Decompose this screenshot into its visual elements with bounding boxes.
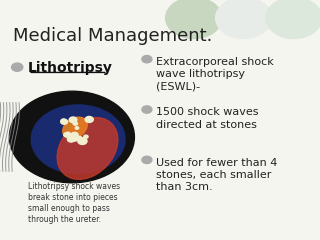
Circle shape <box>31 105 125 174</box>
Circle shape <box>69 117 77 123</box>
Circle shape <box>64 132 71 137</box>
Circle shape <box>85 116 93 122</box>
Circle shape <box>61 119 68 124</box>
Circle shape <box>61 119 66 122</box>
Circle shape <box>75 127 79 129</box>
Circle shape <box>78 138 87 144</box>
Circle shape <box>12 63 23 71</box>
Text: Medical Management.: Medical Management. <box>12 27 212 45</box>
Circle shape <box>78 136 81 139</box>
Text: Used for fewer than 4
stones, each smaller
than 3cm.: Used for fewer than 4 stones, each small… <box>156 158 278 192</box>
Text: Lithotripsy: Lithotripsy <box>28 61 113 75</box>
Circle shape <box>77 137 81 139</box>
Circle shape <box>216 0 272 39</box>
Ellipse shape <box>57 118 118 179</box>
Circle shape <box>68 137 75 142</box>
Circle shape <box>64 133 69 137</box>
Circle shape <box>71 132 78 138</box>
Circle shape <box>266 0 320 39</box>
Circle shape <box>142 106 152 113</box>
Ellipse shape <box>63 117 87 138</box>
Text: Extracorporeal shock
wave lithotripsy
(ESWL)-: Extracorporeal shock wave lithotripsy (E… <box>156 57 274 92</box>
Circle shape <box>142 156 152 163</box>
Circle shape <box>84 135 88 138</box>
Text: 1500 shock waves
directed at stones: 1500 shock waves directed at stones <box>156 107 259 130</box>
Circle shape <box>166 0 222 39</box>
Circle shape <box>9 91 134 183</box>
Text: Lithotripsy shock waves
break stone into pieces
small enough to pass
through the: Lithotripsy shock waves break stone into… <box>28 182 120 224</box>
Circle shape <box>73 122 77 125</box>
Circle shape <box>142 55 152 63</box>
Circle shape <box>72 137 78 141</box>
